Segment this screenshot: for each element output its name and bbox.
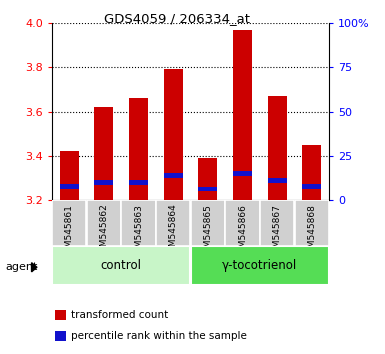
Text: GSM545863: GSM545863 [134,204,143,258]
Bar [55,310,66,320]
Bar [191,246,329,285]
Text: transformed count: transformed count [71,310,168,320]
Text: GSM545864: GSM545864 [169,204,178,258]
Bar [52,200,87,246]
Bar [233,171,252,176]
Text: GSM545866: GSM545866 [238,204,247,258]
Bar [129,98,148,200]
Text: GSM545865: GSM545865 [203,204,213,258]
Bar [121,200,156,246]
Bar [164,173,183,178]
Text: control: control [101,259,142,272]
Text: GDS4059 / 206334_at: GDS4059 / 206334_at [104,12,250,25]
Bar [94,107,114,200]
Bar [295,200,329,246]
Bar [302,184,321,189]
Bar [60,184,79,189]
Bar [233,30,252,200]
Text: GSM545862: GSM545862 [99,204,109,258]
Text: agent: agent [6,262,38,272]
Polygon shape [32,263,37,272]
Text: GSM545868: GSM545868 [307,204,316,258]
Bar [198,187,218,192]
Text: percentile rank within the sample: percentile rank within the sample [71,331,247,341]
Bar [94,180,114,185]
Bar [52,246,191,285]
Text: GSM545867: GSM545867 [273,204,282,258]
Text: GSM545861: GSM545861 [65,204,74,258]
Bar [302,145,321,200]
Bar [268,178,287,183]
Bar [268,96,287,200]
Bar [198,158,218,200]
Bar [55,331,66,341]
Bar [260,200,295,246]
Bar [225,200,260,246]
Bar [191,200,225,246]
Bar [129,180,148,185]
Text: γ-tocotrienol: γ-tocotrienol [222,259,298,272]
Bar [60,152,79,200]
Bar [156,200,191,246]
Bar [164,69,183,200]
Bar [87,200,121,246]
